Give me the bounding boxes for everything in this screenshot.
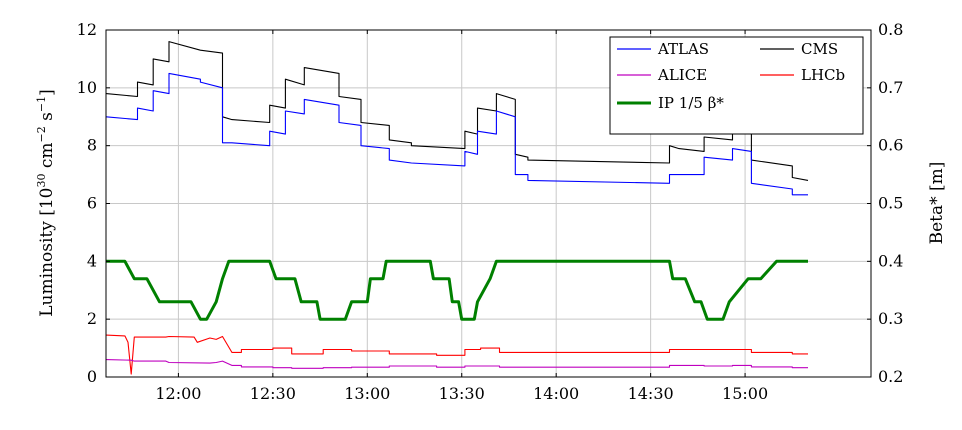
series-ip15-beta-star [106,259,808,321]
y-left-axis-title: Luminosity [1030 cm−2 s−1] [35,89,57,317]
y-left-tick-label: 0 [87,367,97,386]
y-right-tick-label: 0.8 [878,20,903,39]
y-right-tick-label: 0.3 [878,309,903,328]
legend-box [609,36,864,135]
y-right-tick-label: 0.2 [878,367,903,386]
y-left-tick-label: 12 [77,20,97,39]
y-right-tick-label: 0.6 [878,136,903,155]
legend-label-atlas: ATLAS [657,40,709,58]
x-tick-label: 12:00 [155,384,201,403]
y-right-axis-title: Beta* [m] [927,162,947,245]
y-left-tick-label: 2 [87,309,97,328]
y-right-tick-label: 0.7 [878,78,903,97]
series-lhcb [106,334,808,375]
legend-label-lhcb: LHCb [801,66,845,84]
legend-label-cms: CMS [801,40,838,58]
series-cms [106,41,809,181]
series-lines [106,41,809,375]
series-atlas [106,72,808,196]
x-tick-label: 12:30 [250,384,296,403]
x-tick-label: 14:30 [628,384,674,403]
y-left-tick-label: 4 [87,251,97,270]
axis-ticks: 12:00 12:30 13:00 13:30 14:00 14:30 15:00 0 2 4 6 8… [77,20,904,403]
series-alice [106,359,808,369]
legend-label-alice: ALICE [657,66,707,84]
legend: ATLAS CMS ALICE LHCb IP 1/5 β* [609,36,864,135]
y-right-tick-label: 0.4 [878,251,903,270]
legend-label-beta: IP 1/5 β* [658,94,724,112]
x-tick-label: 14:00 [533,384,579,403]
y-right-tick-label: 0.5 [878,194,903,213]
y-left-tick-label: 6 [87,194,97,213]
x-tick-label: 13:30 [439,384,485,403]
x-tick-label: 15:00 [722,384,768,403]
y-left-tick-label: 10 [77,78,97,97]
y-left-tick-label: 8 [87,136,97,155]
x-tick-label: 13:00 [344,384,390,403]
